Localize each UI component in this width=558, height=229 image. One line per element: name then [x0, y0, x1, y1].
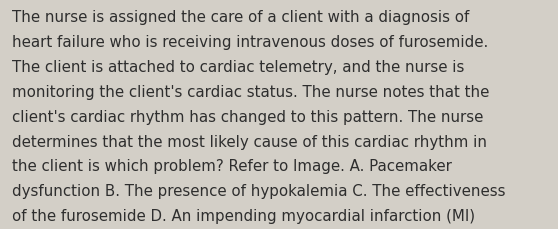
Text: of the furosemide D. An impending myocardial infarction (MI): of the furosemide D. An impending myocar… [12, 208, 475, 223]
Text: client's cardiac rhythm has changed to this pattern. The nurse: client's cardiac rhythm has changed to t… [12, 109, 484, 124]
Text: monitoring the client's cardiac status. The nurse notes that the: monitoring the client's cardiac status. … [12, 85, 490, 99]
Text: The client is attached to cardiac telemetry, and the nurse is: The client is attached to cardiac teleme… [12, 60, 465, 75]
Text: dysfunction B. The presence of hypokalemia C. The effectiveness: dysfunction B. The presence of hypokalem… [12, 183, 506, 198]
Text: heart failure who is receiving intravenous doses of furosemide.: heart failure who is receiving intraveno… [12, 35, 488, 50]
Text: determines that the most likely cause of this cardiac rhythm in: determines that the most likely cause of… [12, 134, 487, 149]
Text: The nurse is assigned the care of a client with a diagnosis of: The nurse is assigned the care of a clie… [12, 10, 470, 25]
Text: the client is which problem? Refer to Image. A. Pacemaker: the client is which problem? Refer to Im… [12, 159, 452, 174]
